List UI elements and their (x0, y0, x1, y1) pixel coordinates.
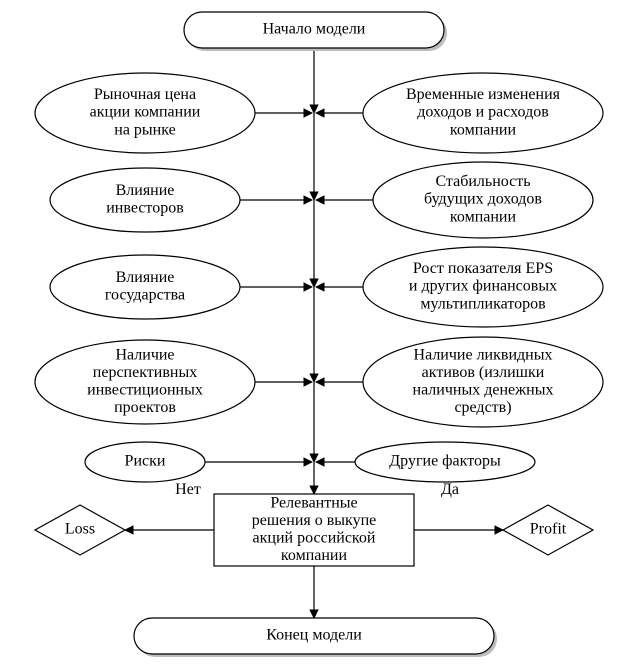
svg-text:Да: Да (441, 481, 459, 498)
svg-text:акций российской: акций российской (253, 529, 376, 546)
svg-text:средств): средств) (454, 399, 511, 416)
svg-text:компании: компании (450, 121, 517, 138)
svg-text:доходов и расходов: доходов и расходов (417, 104, 549, 121)
svg-text:Profit: Profit (530, 521, 567, 538)
svg-text:Наличие: Наличие (115, 346, 174, 363)
svg-text:будущих доходов: будущих доходов (424, 191, 542, 208)
svg-text:Влияние: Влияние (116, 269, 175, 286)
svg-text:Начало модели: Начало модели (263, 21, 366, 38)
svg-text:Другие факторы: Другие факторы (389, 453, 501, 470)
svg-text:компании: компании (450, 208, 517, 225)
svg-text:Наличие ликвидных: Наличие ликвидных (414, 346, 553, 363)
svg-text:Стабильность: Стабильность (435, 173, 530, 190)
flowchart-canvas: Начало модели Рыночная ценаакции компании… (0, 0, 629, 671)
svg-text:Рыночная цена: Рыночная цена (94, 86, 196, 103)
svg-text:Временные изменения: Временные изменения (406, 86, 561, 103)
svg-text:Релевантные: Релевантные (270, 494, 357, 511)
svg-text:мультипликаторов: мультипликаторов (420, 295, 546, 312)
svg-text:Риски: Риски (125, 453, 166, 470)
svg-text:инвесторов: инвесторов (106, 199, 184, 216)
svg-text:решения о выкупе: решения о выкупе (252, 512, 377, 529)
svg-text:Рост показателя EPS: Рост показателя EPS (413, 260, 553, 277)
svg-text:активов (излишки: активов (излишки (422, 364, 545, 381)
svg-text:Конец модели: Конец модели (266, 627, 362, 644)
svg-text:и других финансовых: и других финансовых (409, 278, 557, 295)
svg-text:наличных денежных: наличных денежных (413, 381, 554, 398)
svg-text:компании: компании (281, 547, 348, 564)
svg-text:акции компании: акции компании (90, 104, 201, 121)
svg-text:государства: государства (105, 286, 185, 303)
svg-text:на рынке: на рынке (114, 121, 175, 138)
svg-text:Нет: Нет (175, 481, 201, 498)
svg-text:проектов: проектов (114, 399, 176, 416)
svg-text:Loss: Loss (65, 521, 95, 538)
svg-text:Влияние: Влияние (116, 182, 175, 199)
svg-text:инвестиционных: инвестиционных (87, 381, 203, 398)
svg-text:перспективных: перспективных (93, 364, 197, 381)
